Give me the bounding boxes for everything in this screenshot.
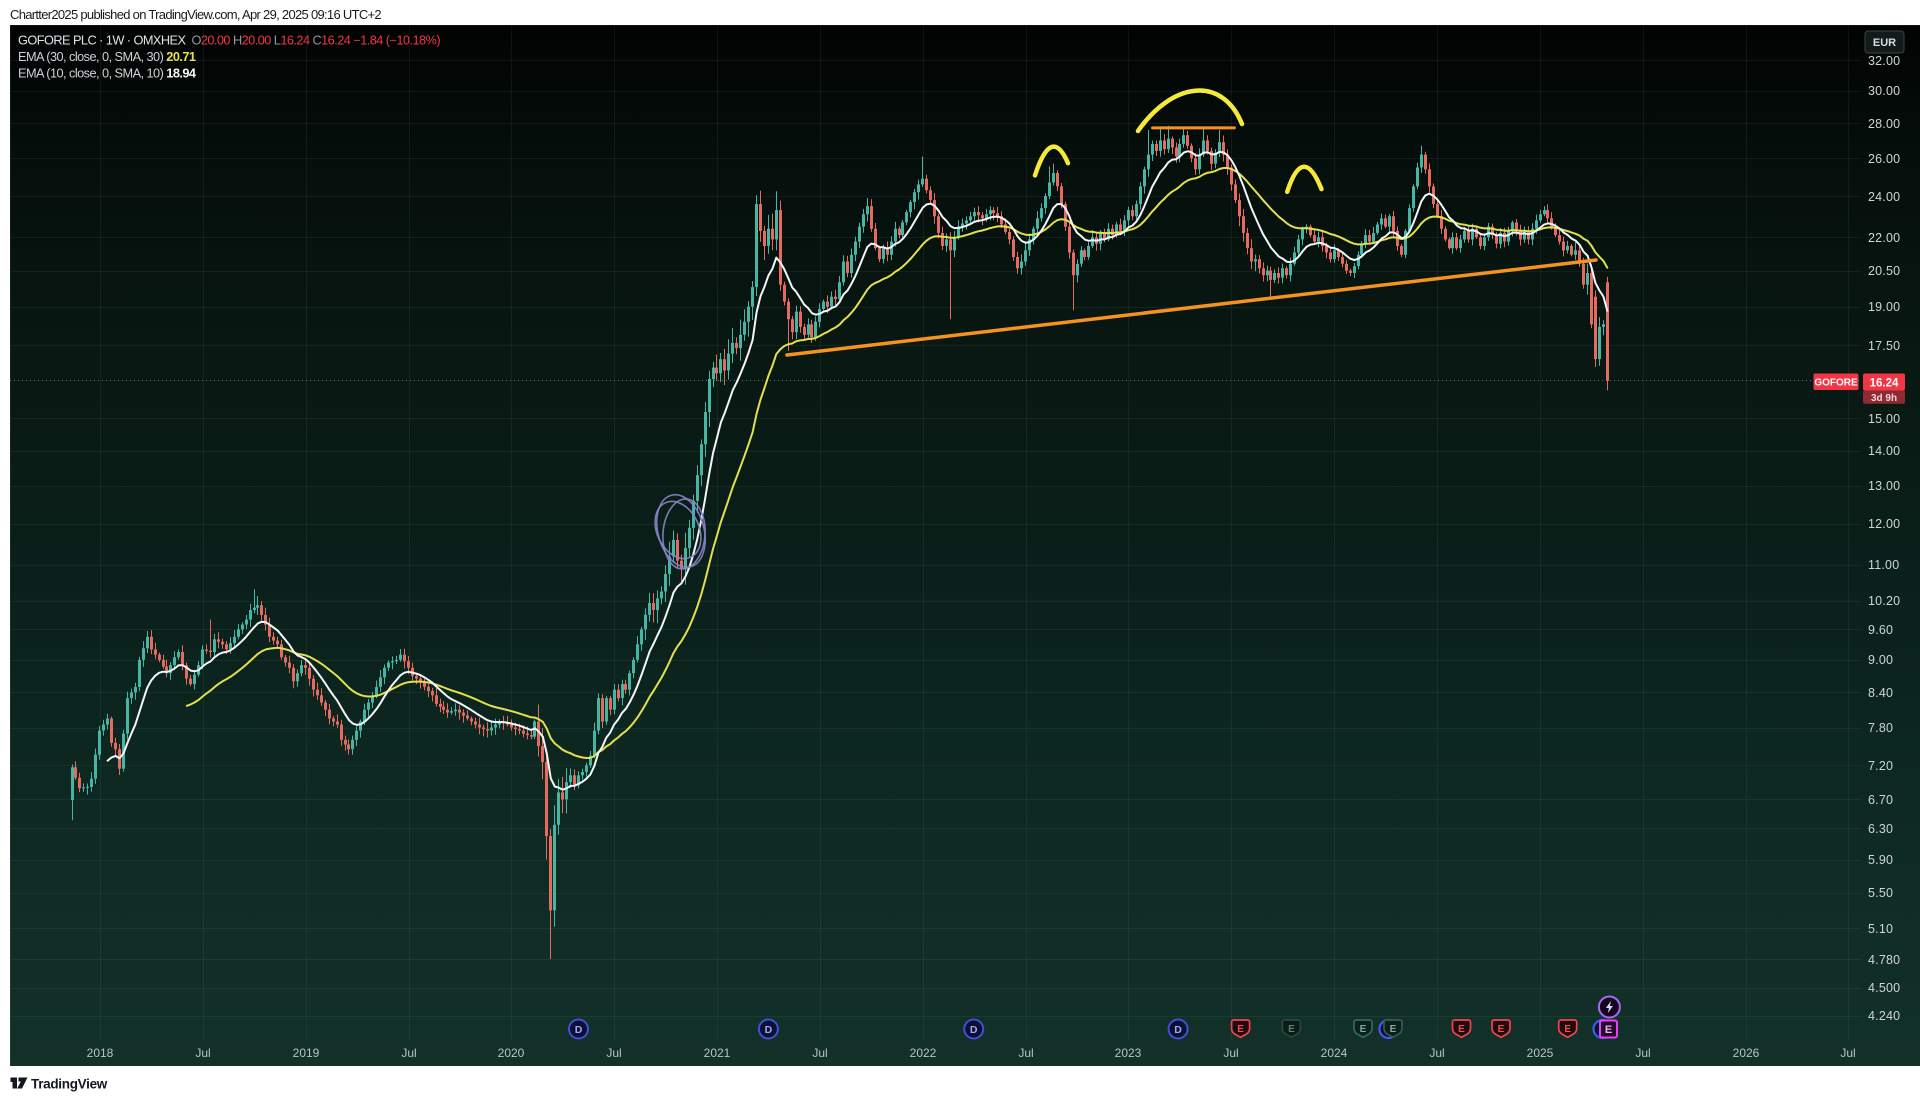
svg-text:2019: 2019 xyxy=(293,1046,320,1060)
svg-text:4.780: 4.780 xyxy=(1868,953,1900,967)
svg-text:7.20: 7.20 xyxy=(1868,759,1893,773)
svg-text:E: E xyxy=(1288,1024,1295,1035)
svg-text:D: D xyxy=(765,1024,773,1036)
svg-text:E: E xyxy=(1390,1024,1397,1035)
svg-text:E: E xyxy=(1605,1024,1612,1036)
svg-text:24.00: 24.00 xyxy=(1868,190,1900,204)
svg-text:EMA (10, close, 0, SMA, 10) 18: EMA (10, close, 0, SMA, 10) 18.94 xyxy=(18,66,197,81)
svg-text:Jul: Jul xyxy=(1840,1046,1855,1060)
svg-text:D: D xyxy=(575,1024,583,1036)
svg-text:26.00: 26.00 xyxy=(1868,152,1900,166)
svg-text:Jul: Jul xyxy=(195,1046,210,1060)
svg-text:2020: 2020 xyxy=(498,1046,525,1060)
svg-text:Jul: Jul xyxy=(1018,1046,1033,1060)
svg-text:Jul: Jul xyxy=(812,1046,827,1060)
svg-text:Jul: Jul xyxy=(401,1046,416,1060)
svg-text:10.20: 10.20 xyxy=(1868,594,1900,608)
svg-text:Jul: Jul xyxy=(1635,1046,1650,1060)
svg-text:6.70: 6.70 xyxy=(1868,793,1893,807)
svg-text:3d 9h: 3d 9h xyxy=(1871,393,1897,404)
svg-text:TradingView: TradingView xyxy=(31,1077,108,1092)
svg-text:9.60: 9.60 xyxy=(1868,623,1893,637)
svg-text:7.80: 7.80 xyxy=(1868,721,1893,735)
svg-text:E: E xyxy=(1237,1024,1244,1035)
svg-text:EUR: EUR xyxy=(1873,37,1896,49)
svg-text:12.00: 12.00 xyxy=(1868,517,1900,531)
svg-text:4.240: 4.240 xyxy=(1868,1009,1900,1023)
svg-text:Jul: Jul xyxy=(1223,1046,1238,1060)
svg-text:16.24: 16.24 xyxy=(1870,378,1899,390)
svg-text:E: E xyxy=(1458,1024,1465,1035)
svg-text:20.50: 20.50 xyxy=(1868,264,1900,278)
svg-text:30.00: 30.00 xyxy=(1868,84,1900,98)
svg-text:GOFORE PLC · 1W · OMXHEX O20.: GOFORE PLC · 1W · OMXHEX O20.00 H20.00 L… xyxy=(18,33,440,48)
svg-text:E: E xyxy=(1564,1024,1571,1035)
svg-text:19.00: 19.00 xyxy=(1868,300,1900,314)
svg-text:D: D xyxy=(970,1024,978,1036)
svg-text:2023: 2023 xyxy=(1115,1046,1142,1060)
svg-text:4.500: 4.500 xyxy=(1868,981,1900,995)
svg-text:2022: 2022 xyxy=(910,1046,937,1060)
svg-text:8.40: 8.40 xyxy=(1868,686,1893,700)
svg-text:E: E xyxy=(1360,1024,1367,1035)
svg-text:5.90: 5.90 xyxy=(1868,853,1893,867)
svg-text:17.50: 17.50 xyxy=(1868,339,1900,353)
svg-text:13.00: 13.00 xyxy=(1868,479,1900,493)
svg-text:2021: 2021 xyxy=(704,1046,731,1060)
svg-text:2025: 2025 xyxy=(1527,1046,1554,1060)
svg-text:Jul: Jul xyxy=(606,1046,621,1060)
svg-text:14.00: 14.00 xyxy=(1868,444,1900,458)
svg-text:9.00: 9.00 xyxy=(1868,653,1893,667)
svg-text:15.00: 15.00 xyxy=(1868,412,1900,426)
svg-text:5.10: 5.10 xyxy=(1868,922,1893,936)
svg-text:2024: 2024 xyxy=(1321,1046,1348,1060)
svg-text:11.00: 11.00 xyxy=(1868,558,1899,572)
svg-text:E: E xyxy=(1498,1024,1505,1035)
svg-text:32.00: 32.00 xyxy=(1868,54,1900,68)
svg-text:22.00: 22.00 xyxy=(1868,231,1900,245)
svg-text:5.50: 5.50 xyxy=(1868,886,1893,900)
svg-text:D: D xyxy=(1174,1024,1182,1036)
svg-text:2026: 2026 xyxy=(1733,1046,1760,1060)
svg-text:2018: 2018 xyxy=(87,1046,114,1060)
svg-text:GOFORE: GOFORE xyxy=(1814,378,1858,389)
svg-text:6.30: 6.30 xyxy=(1868,822,1893,836)
svg-text:Jul: Jul xyxy=(1429,1046,1444,1060)
svg-text:28.00: 28.00 xyxy=(1868,117,1900,131)
svg-text:EMA (30, close, 0, SMA, 30) 20: EMA (30, close, 0, SMA, 30) 20.71 xyxy=(18,49,196,64)
